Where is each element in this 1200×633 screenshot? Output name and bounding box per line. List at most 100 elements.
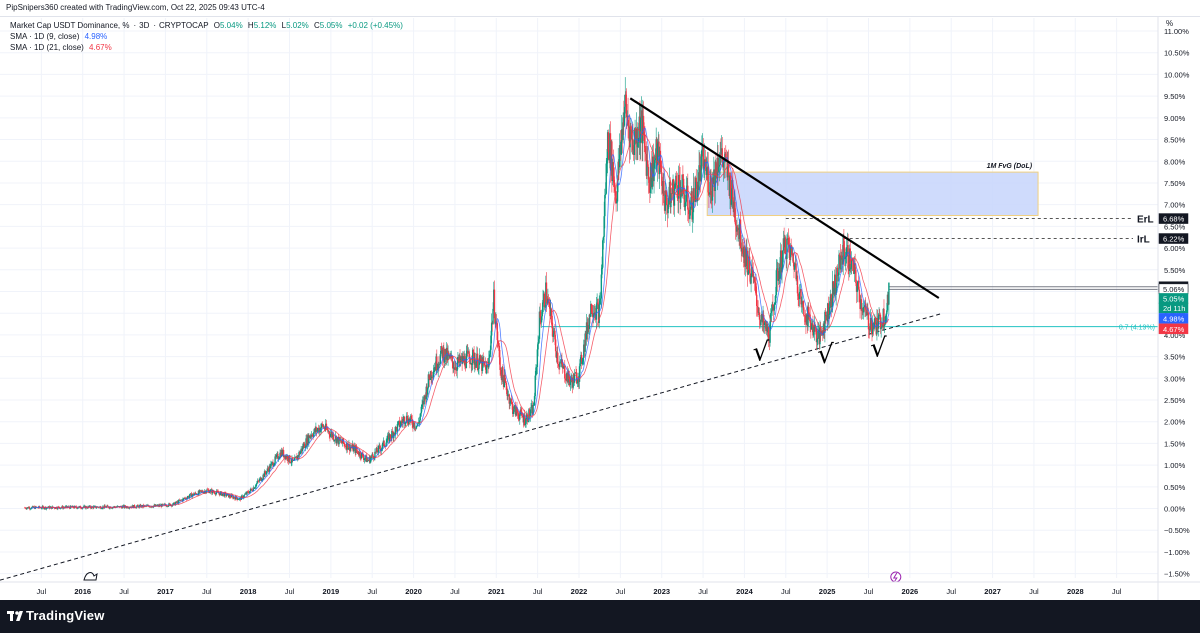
candle-body	[635, 128, 637, 144]
candle-body	[689, 209, 691, 219]
candle-body	[313, 432, 315, 437]
legend-low: 5.02%	[286, 21, 309, 30]
candle-body	[439, 354, 442, 364]
candle-body	[616, 180, 619, 202]
candle-body	[621, 129, 623, 142]
candle-body	[387, 434, 390, 436]
candle-body	[521, 416, 524, 418]
candle-body	[782, 250, 784, 268]
legend-sma9-row[interactable]: SMA · 1D (9, close) 4.98%	[10, 31, 406, 42]
candle-body	[324, 429, 326, 430]
candle-body	[700, 156, 702, 182]
candle-body	[277, 453, 279, 459]
candle-body	[634, 128, 636, 141]
candle-body	[534, 375, 536, 397]
y-tick-label: −0.50%	[1164, 526, 1190, 535]
y-tick-label: 7.00%	[1164, 201, 1186, 210]
candle-body	[694, 177, 697, 202]
candle-body	[768, 340, 771, 343]
candle-body	[770, 313, 772, 322]
candle-body	[372, 454, 374, 456]
candle-body	[438, 363, 441, 365]
candle-body	[249, 488, 252, 492]
y-tick-label: 2.50%	[1164, 396, 1186, 405]
candle-body	[527, 421, 529, 423]
candle-body	[718, 165, 721, 167]
legend-symbol[interactable]: Market Cap USDT Dominance, %	[10, 21, 130, 30]
candle-body	[265, 471, 268, 475]
candle-body	[756, 294, 758, 306]
candle-body	[705, 167, 707, 175]
fvg-label: 1M FvG (DoL)	[987, 163, 1033, 170]
candle-body	[706, 166, 709, 168]
chart-title: PipSnipers360 created with TradingView.c…	[6, 3, 265, 12]
candle-body	[589, 314, 591, 317]
candle-body	[434, 367, 437, 371]
candle-body	[883, 308, 885, 326]
candle-body	[414, 427, 416, 429]
candle-body	[790, 245, 792, 248]
candle-body	[642, 115, 645, 132]
candle-body	[419, 413, 422, 417]
candle-body	[843, 247, 846, 260]
candle-body	[386, 435, 389, 441]
price-tag	[1158, 233, 1189, 244]
candle-body	[438, 363, 440, 365]
legend-sma21-row[interactable]: SMA · 1D (21, close) 4.67%	[10, 42, 406, 53]
candle-body	[419, 416, 421, 423]
candle-body	[875, 324, 877, 335]
candle-body	[846, 247, 848, 257]
candle-body	[831, 306, 833, 308]
candle-body	[677, 197, 679, 199]
x-tick-label: 2016	[74, 587, 91, 596]
price-chart[interactable]: −1.50% −1.00% −0.50% 0.00% 0.50% 1.00% 1.50% 2.…	[0, 0, 1200, 600]
candle-body	[522, 417, 524, 423]
candle-body	[223, 492, 226, 497]
candle-body	[878, 314, 880, 317]
candle-body	[550, 308, 553, 316]
candle-body	[752, 270, 754, 278]
candle-body	[249, 491, 251, 494]
candle-body	[193, 494, 195, 496]
candle-body	[786, 238, 788, 259]
candle-body	[552, 333, 555, 337]
candle-body	[580, 354, 583, 364]
candle-body	[56, 508, 58, 510]
candle-body	[703, 159, 706, 167]
candle-body	[575, 372, 577, 374]
candle-body	[598, 304, 600, 323]
candle-body	[225, 495, 228, 497]
y-tick-label: 5.50%	[1164, 266, 1186, 275]
candle-body	[433, 370, 435, 372]
candle-body	[841, 255, 843, 258]
candle-body	[100, 508, 103, 510]
candle-body	[107, 505, 109, 507]
candle-body	[819, 327, 821, 345]
candle-body	[595, 304, 598, 320]
candle-body	[556, 352, 558, 359]
candle-body	[382, 440, 385, 443]
candle-body	[573, 373, 576, 383]
legend-high-label: H	[247, 21, 254, 30]
candle-body	[108, 507, 110, 509]
candle-body	[493, 289, 495, 309]
candle-body	[168, 503, 171, 504]
candle-body	[180, 499, 182, 501]
candle-body	[688, 214, 690, 219]
candle-body	[701, 149, 703, 157]
candle-body	[781, 267, 783, 273]
candle-body	[637, 142, 639, 148]
candle-body	[422, 400, 424, 405]
candle-body	[348, 443, 350, 449]
candle-body	[595, 312, 597, 320]
y-tick-label: 10.00%	[1164, 70, 1190, 79]
candle-body	[661, 185, 664, 194]
candle-body	[240, 495, 243, 500]
candle-body	[401, 421, 404, 423]
candle-body	[335, 435, 337, 444]
candle-body	[836, 267, 839, 276]
candle-body	[149, 506, 151, 508]
candle-body	[310, 434, 313, 437]
candle-body	[536, 349, 539, 368]
candle-body	[374, 451, 377, 453]
